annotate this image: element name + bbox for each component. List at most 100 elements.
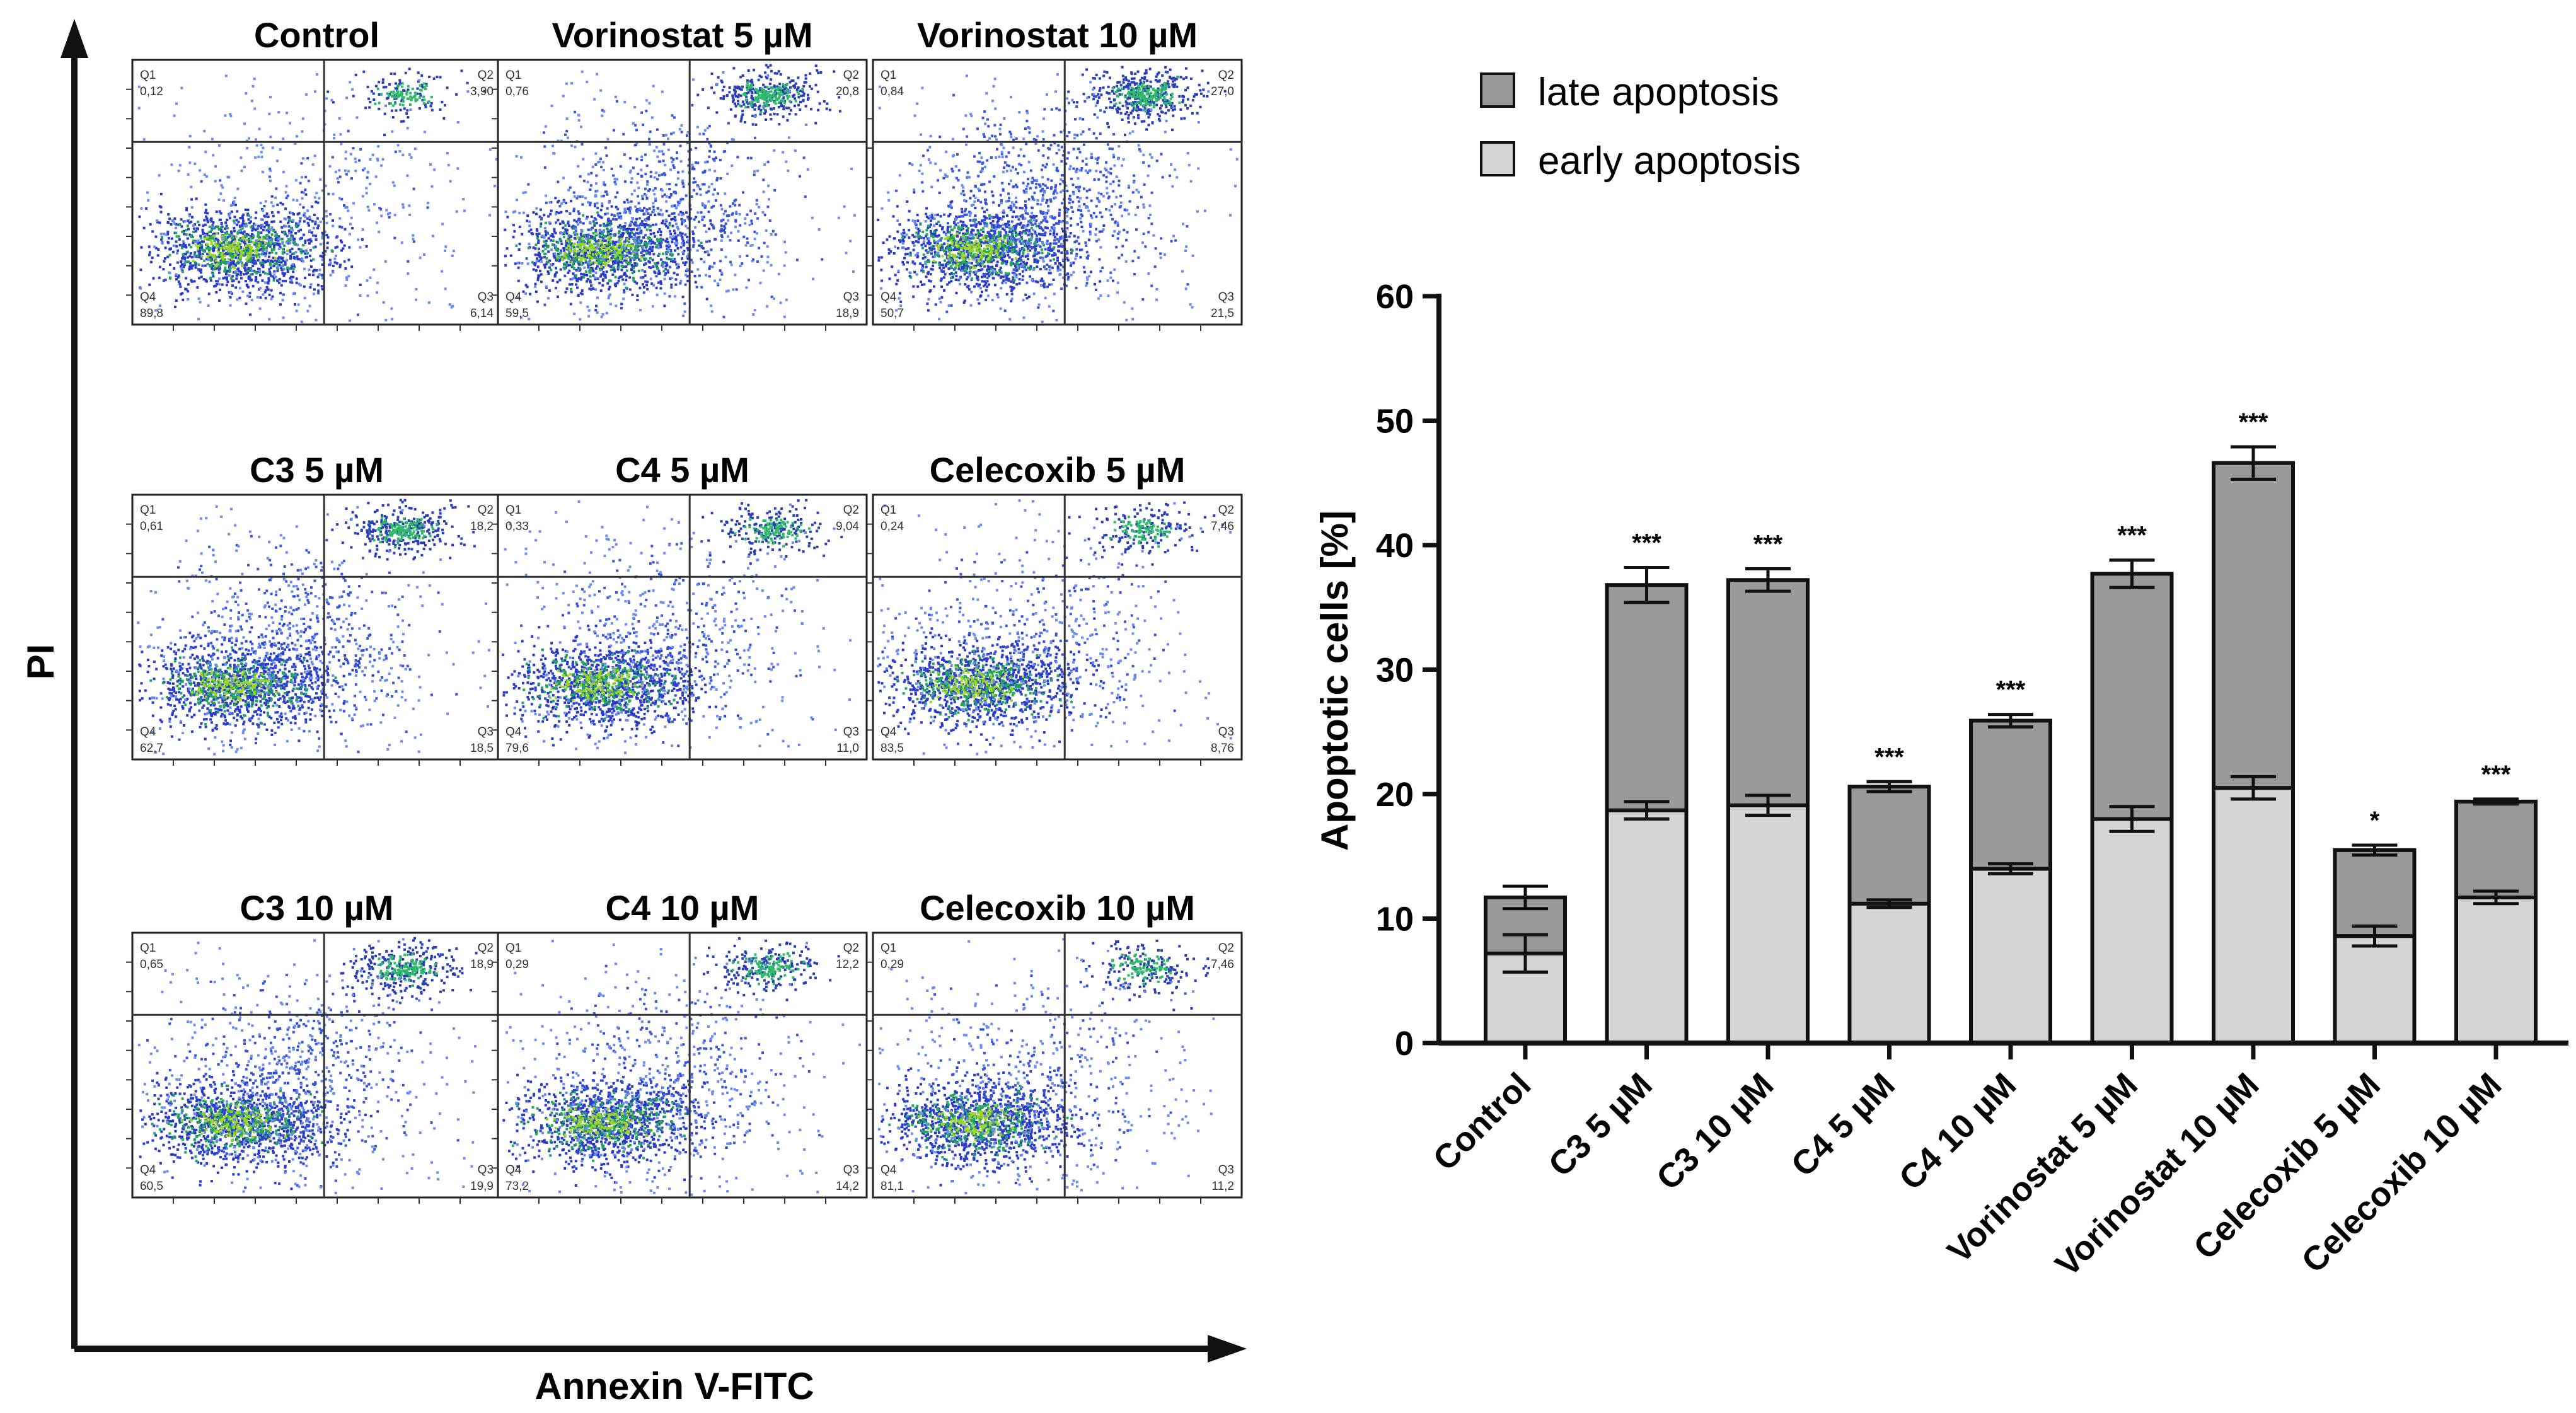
flow-dot (636, 210, 639, 213)
flow-dot (538, 232, 541, 235)
flow-dot (627, 241, 630, 244)
flow-dot (679, 246, 683, 249)
flow-dot (603, 181, 605, 184)
flow-dot (222, 245, 226, 248)
flow-dot (280, 284, 283, 287)
flow-dot (444, 287, 447, 291)
flow-dot (532, 211, 535, 214)
flow-dot (794, 86, 797, 89)
flow-dot (420, 83, 424, 86)
flow-dot (781, 93, 784, 96)
flow-dot (393, 97, 396, 100)
flow-dot (347, 170, 350, 173)
flow-dot (647, 217, 650, 221)
flow-dot (657, 231, 659, 234)
flow-dot (1007, 279, 1010, 282)
flow-dot (594, 163, 598, 166)
flow-dot (684, 270, 688, 273)
flow-dot (899, 300, 903, 303)
flow-dot (235, 277, 238, 280)
flow-dot (580, 272, 583, 275)
flow-dot (567, 224, 570, 228)
flow-dot (149, 260, 153, 263)
flow-dot (216, 238, 219, 241)
flow-dot (419, 257, 422, 260)
flow-dot (996, 260, 999, 263)
flow-dot (328, 164, 332, 168)
flow-dot (616, 214, 620, 217)
flow-dot (522, 191, 525, 194)
flow-dot (631, 272, 634, 275)
flow-dot (398, 93, 401, 96)
flow-dot (687, 254, 690, 257)
flow-dot (643, 207, 646, 210)
flow-dot (652, 232, 656, 235)
flow-dot (724, 227, 727, 230)
flow-dot (667, 248, 670, 251)
flow-dot (226, 236, 229, 239)
flow-dot (777, 97, 780, 100)
flow-dot (615, 246, 618, 249)
flow-dot (558, 279, 562, 282)
flow-dot (262, 250, 265, 253)
flow-dot (620, 217, 623, 220)
flow-dot (671, 161, 674, 164)
flow-dot (546, 270, 550, 273)
flow-dot (664, 163, 667, 166)
flow-dot (595, 234, 598, 236)
flow-dot (611, 260, 615, 263)
flow-dot (767, 184, 770, 187)
flow-dot (219, 192, 222, 195)
flow-dot (700, 285, 703, 289)
flow-dot (229, 212, 232, 215)
flow-dot (656, 243, 659, 246)
flow-dot (241, 290, 245, 293)
flow-dot (789, 109, 792, 112)
flow-dot (682, 314, 685, 318)
flow-dot (1010, 292, 1014, 296)
flow-dot (704, 161, 707, 164)
flow-dot (317, 289, 320, 292)
flow-dot (657, 272, 660, 275)
flow-dot (584, 197, 587, 200)
flow-dot (686, 226, 690, 229)
flow-dot (548, 201, 552, 204)
flow-dot (666, 250, 669, 253)
flow-dot (710, 86, 713, 89)
flow-dot (933, 248, 936, 251)
flow-dot (460, 69, 463, 72)
flow-dot (302, 250, 305, 253)
flow-dot (766, 66, 770, 69)
flow-dot (719, 177, 722, 180)
flow-dot (280, 231, 284, 234)
flow-dot (391, 104, 395, 107)
flow-dot (609, 265, 613, 268)
flow-dot (365, 192, 368, 195)
flow-dot (633, 240, 637, 243)
flow-dot (794, 100, 797, 103)
flow-dot (209, 239, 212, 242)
flow-dot (675, 222, 678, 226)
flow-dot (948, 281, 950, 284)
flow-dot (940, 263, 944, 267)
flow-dot (595, 221, 598, 224)
flow-dot (270, 251, 274, 254)
flow-dot (597, 245, 600, 248)
flow-dot (244, 208, 247, 211)
flow-dot (237, 257, 240, 260)
flow-dot (559, 251, 562, 255)
flow-dot (194, 229, 197, 233)
flow-dot (180, 263, 183, 266)
flow-dot (739, 255, 742, 258)
flow-dot (767, 88, 770, 91)
flow-dot (234, 204, 237, 207)
flow-dot (175, 102, 178, 105)
flow-dot (241, 222, 245, 225)
flow-dot (429, 105, 432, 108)
flow-dot (344, 206, 347, 209)
flow-dot (694, 226, 697, 229)
flow-dot (556, 280, 559, 284)
flow-dot (920, 280, 923, 284)
flow-dot (286, 258, 289, 262)
flow-dot (573, 195, 576, 198)
